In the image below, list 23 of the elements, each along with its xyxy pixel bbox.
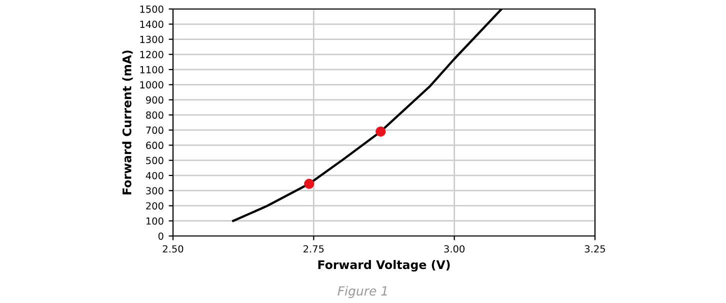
- y-tick-label: 1500: [140, 5, 164, 13]
- y-tick-label: 200: [146, 202, 164, 210]
- y-tick-label: 1400: [140, 20, 164, 28]
- y-tick-label: 500: [146, 156, 164, 164]
- y-tick-label: 1000: [140, 81, 164, 88]
- y-axis-title: Forward Current (mA): [122, 50, 133, 194]
- y-tick-label: 600: [146, 142, 164, 150]
- y-tick-label: 700: [146, 126, 164, 134]
- x-tick-label: 2.75: [304, 245, 324, 253]
- y-tick-label: 1300: [140, 36, 164, 44]
- x-axis-title: Forward Voltage (V): [318, 260, 450, 272]
- caption: Figure 1: [338, 286, 387, 298]
- x-tick-label: 3.00: [444, 245, 465, 253]
- y-tick-label: 0: [158, 232, 164, 240]
- y-tick-label: 400: [146, 172, 164, 180]
- x-tick-label: 3.25: [584, 245, 605, 253]
- y-tick-label: 1100: [140, 66, 164, 74]
- y-tick-label: 900: [146, 96, 164, 104]
- y-tick-label: 300: [146, 187, 164, 194]
- x-tick-label: 2.50: [162, 245, 184, 253]
- y-tick-label: 800: [146, 111, 164, 119]
- y-tick-label: 100: [146, 217, 164, 225]
- y-tick-label: 1200: [140, 50, 164, 58]
